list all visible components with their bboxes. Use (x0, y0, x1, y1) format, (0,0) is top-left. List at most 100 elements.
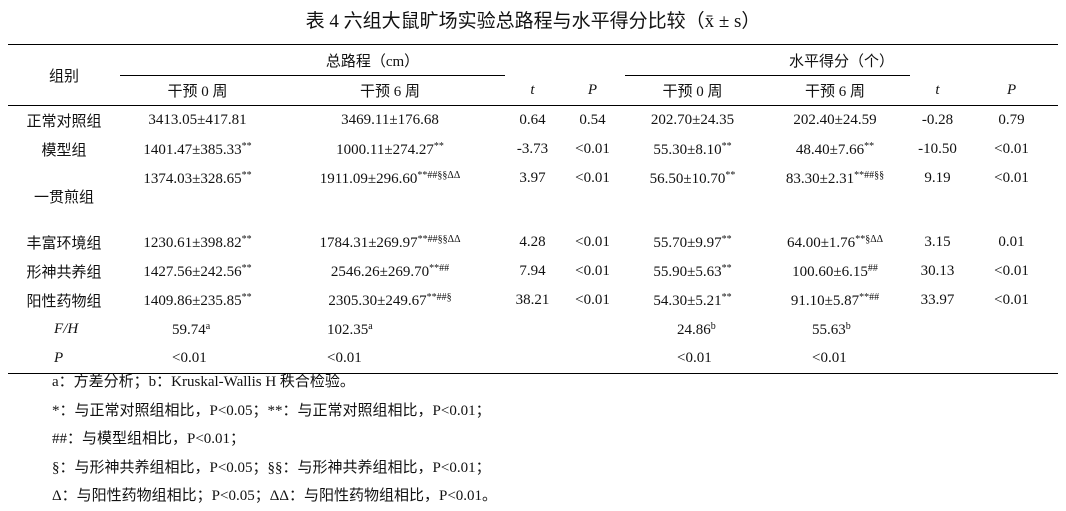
cell-value: -3.73 (516, 141, 549, 157)
table-cell: 1427.56±242.56** (120, 257, 275, 286)
cell-superscript: **## (429, 262, 450, 274)
cell-superscript: ** (241, 170, 252, 181)
cell-value: 48.40±7.66 (795, 141, 865, 158)
cell-value: 38.21 (515, 292, 550, 308)
cell-superscript: ** (725, 170, 736, 181)
table-cell: 9.19 (910, 164, 965, 228)
cell-value: <0.01 (677, 350, 712, 366)
note: Δ：与阳性药物组相比；P<0.05；ΔΔ：与阳性药物组相比，P<0.01。 (52, 488, 498, 504)
table-cell: 38.21 (505, 286, 560, 315)
table-row: 丰富环境组 1230.61±398.82** 1784.31±269.97**##§… (8, 228, 1058, 257)
cell-value: <0.01 (994, 263, 1029, 279)
note: §：与形神共养组相比，P<0.05；§§：与形神共养组相比，P<0.01； (52, 459, 491, 476)
table-cell: 1374.03±328.65** (120, 164, 275, 228)
table-cell: <0.01 (560, 257, 625, 286)
group-cell: 阳性药物组 (26, 294, 102, 310)
cell-superscript: **##§§ΔΔ (417, 233, 461, 245)
table-cell: <0.01 (760, 344, 911, 374)
table-cell: 1401.47±385.33** (120, 135, 275, 164)
table-cell: <0.01 (965, 257, 1058, 286)
cell-value: <0.01 (575, 263, 610, 279)
table-cell: <0.01 (965, 164, 1058, 228)
table-cell: 3.15 (910, 228, 965, 257)
cell-superscript: b (710, 320, 716, 332)
table-cell: 1784.31±269.97**##§§ΔΔ (275, 228, 505, 257)
table-cell (505, 315, 560, 344)
group-cell: 一贯煎组 (33, 189, 94, 206)
cell-value: 1374.03±328.65 (143, 171, 242, 187)
cell-value: 3469.11±176.68 (341, 112, 439, 128)
table-cell: 100.60±6.15## (760, 257, 910, 286)
table-cell: 2546.26±269.70**## (275, 257, 505, 286)
cell-value: 24.86 (677, 321, 711, 338)
group-cell: 丰富环境组 (26, 236, 102, 252)
table-cell: 4.28 (505, 228, 560, 257)
cell-superscript: **##§ (426, 291, 452, 303)
cell-value: 202.70±24.35 (650, 112, 735, 128)
cell-superscript: ** (241, 262, 252, 274)
cell-value: 55.30±8.10 (653, 141, 722, 158)
cell-value: 59.74 (172, 321, 206, 338)
cell-value: <0.01 (172, 350, 207, 366)
table-row: 阳性药物组 1409.86±235.85** 2305.30±249.67**##§… (8, 286, 1058, 315)
table-cell: 24.86b (625, 315, 760, 344)
cell-value: -0.28 (921, 112, 954, 128)
cell-value: <0.01 (994, 170, 1029, 186)
cell-value: 55.70±9.97 (653, 234, 722, 251)
cell-value: 0.79 (998, 112, 1025, 128)
cell-superscript: ** (433, 140, 444, 152)
cell-value: 2305.30±249.67 (328, 292, 427, 309)
table-cell: 1000.11±274.27** (275, 135, 505, 164)
table-row: P <0.01 <0.01 <0.01 <0.01 (8, 344, 1059, 374)
cell-value: 1401.47±385.33 (143, 141, 242, 158)
table-cell: 0.79 (965, 106, 1058, 136)
table-cell (560, 315, 625, 344)
table-cell: <0.01 (625, 344, 761, 374)
cell-value: <0.01 (812, 350, 847, 366)
group-cell: 形神共养组 (26, 265, 102, 281)
cell-value: 55.90±5.63 (653, 263, 722, 280)
table-cell: 202.70±24.35 (625, 106, 760, 136)
cell-value: 9.19 (924, 170, 951, 186)
cell-superscript: ** (721, 291, 732, 303)
table-cell: 1230.61±398.82** (120, 228, 275, 257)
group-cell: 模型组 (41, 143, 87, 159)
table-cell: 2305.30±249.67**##§ (275, 286, 505, 315)
header-cell: 组别 (8, 44, 120, 106)
header-span: 总路程（cm） (120, 44, 626, 76)
cell-value: <0.01 (575, 141, 610, 157)
table-cell (910, 344, 966, 374)
table-cell: 54.30±5.21** (625, 286, 760, 315)
table-cell (560, 344, 626, 374)
cell-value: 7.94 (519, 263, 546, 279)
cell-superscript: **## (859, 291, 880, 303)
cell-superscript: ** (721, 233, 732, 245)
table-cell: 55.63b (760, 315, 910, 344)
table-cell: 3.97 (505, 164, 560, 228)
cell-superscript: ** (864, 140, 875, 152)
cell-value: <0.01 (575, 292, 610, 308)
cell-value: 30.13 (920, 263, 955, 279)
table-cell: 33.97 (910, 286, 965, 315)
table-cell: 59.74a (120, 315, 275, 344)
cell-superscript: **§ΔΔ (855, 233, 884, 245)
cell-value: 2546.26±269.70 (330, 263, 430, 280)
group-cell: 正常对照组 (26, 114, 102, 130)
column-header: t (505, 75, 560, 106)
notes: a：方差分析；b：Kruskal-Wallis H 秩合检验。 *：与正常对照组相… (52, 368, 497, 511)
cell-value: <0.01 (994, 292, 1029, 308)
table-row: 形神共养组 1427.56±242.56** 2546.26±269.70**## 7… (8, 257, 1058, 286)
cell-value: 202.40±24.59 (793, 112, 877, 128)
table-cell: 7.94 (505, 257, 560, 286)
cell-superscript: ** (241, 291, 252, 303)
cell-value: 0.64 (519, 112, 546, 128)
note: a：方差分析；b：Kruskal-Wallis H 秩合检验。 (52, 374, 355, 390)
cell-value: 1911.09±296.60 (319, 171, 418, 187)
table-title: 表 4 六组大鼠旷场实验总路程与水平得分比较（x̄ ± s） (305, 11, 761, 32)
column-header: 干预 0 周 (625, 75, 761, 106)
cell-value: 3.97 (519, 170, 546, 186)
cell-value: 56.50±10.70 (649, 171, 726, 187)
table-cell (505, 344, 560, 374)
cell-superscript: b (845, 320, 851, 332)
note: *：与正常对照组相比，P<0.05；**：与正常对照组相比，P<0.01； (52, 402, 491, 419)
